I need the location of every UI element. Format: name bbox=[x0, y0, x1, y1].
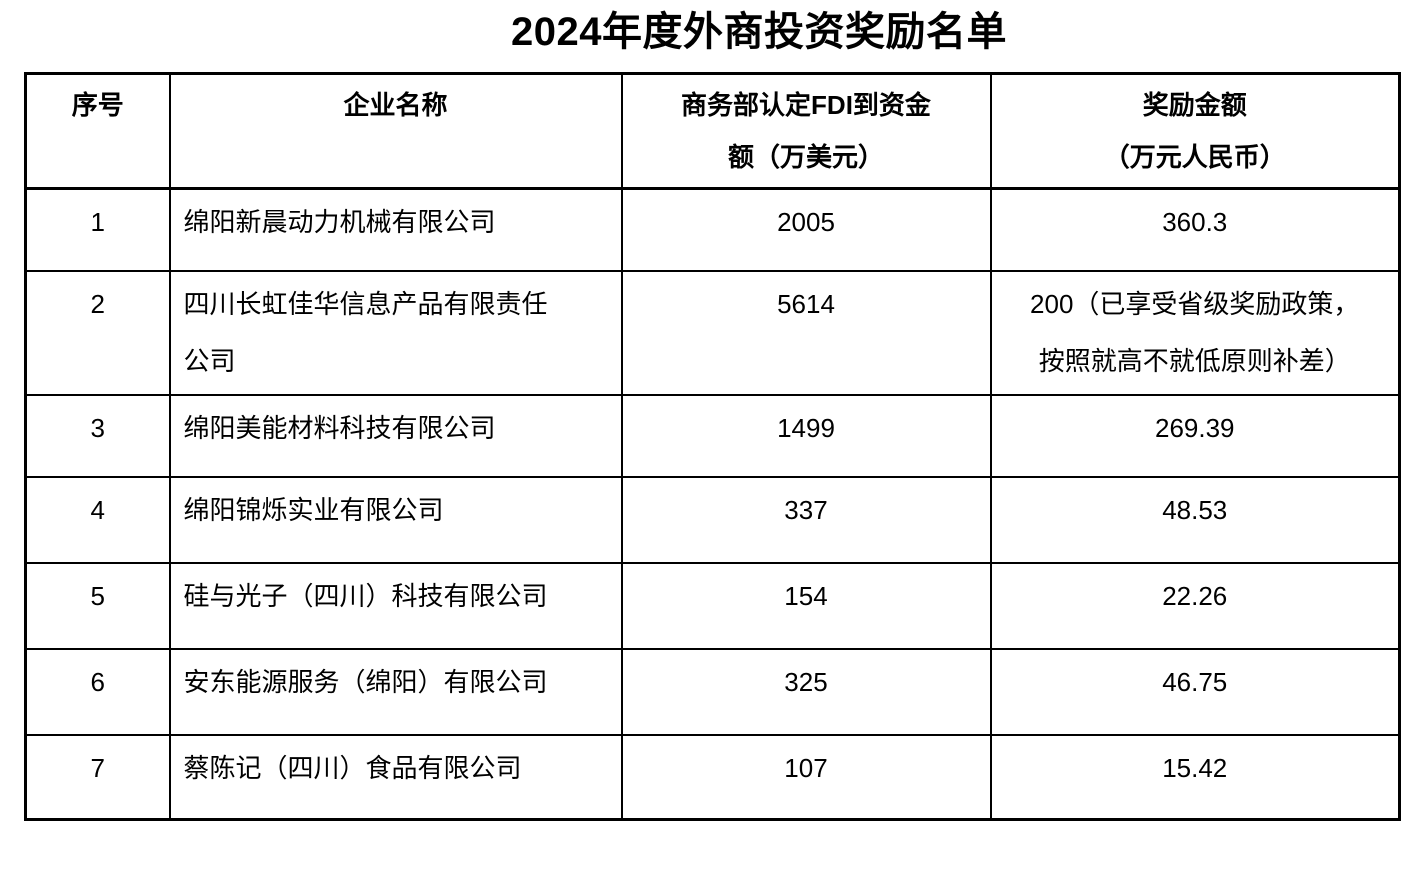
cell-reward-amount: 360.3 bbox=[989, 187, 1401, 272]
cell-company-name: 安东能源服务（绵阳）有限公司 bbox=[168, 647, 623, 736]
reward-table: 序号 企业名称 商务部认定FDI到资金 额（万美元） 奖励金额 （万元人民币） 1 … bbox=[24, 72, 1401, 822]
header-row: 序号 企业名称 商务部认定FDI到资金 额（万美元） 奖励金额 （万元人民币） bbox=[24, 72, 1401, 190]
cell-reward-amount: 48.53 bbox=[989, 475, 1401, 564]
cell-serial: 7 bbox=[24, 733, 171, 821]
cell-company-name: 绵阳美能材料科技有限公司 bbox=[168, 393, 623, 478]
table-row: 1 绵阳新晨动力机械有限公司 2005 360.3 bbox=[24, 187, 1401, 272]
cell-company-name: 硅与光子（四川）科技有限公司 bbox=[168, 561, 623, 650]
col-header-reward: 奖励金额 （万元人民币） bbox=[989, 72, 1401, 190]
cell-reward-amount: 22.26 bbox=[989, 561, 1401, 650]
table-row: 2 四川长虹佳华信息产品有限责任 公司 5614 200（已享受省级奖励政策， 按照… bbox=[24, 269, 1401, 396]
cell-company-name: 蔡陈记（四川）食品有限公司 bbox=[168, 733, 623, 821]
cell-reward-amount: 200（已享受省级奖励政策， 按照就高不就低原则补差） bbox=[989, 269, 1401, 396]
cell-company-name: 绵阳锦烁实业有限公司 bbox=[168, 475, 623, 564]
cell-reward-amount: 15.42 bbox=[989, 733, 1401, 821]
col-header-company: 企业名称 bbox=[168, 72, 623, 190]
table-row: 7 蔡陈记（四川）食品有限公司 107 15.42 bbox=[24, 733, 1401, 821]
cell-fdi-amount: 5614 bbox=[620, 269, 992, 396]
cell-reward-amount: 269.39 bbox=[989, 393, 1401, 478]
page-title: 2024年度外商投资奖励名单 bbox=[511, 10, 1007, 54]
cell-fdi-amount: 1499 bbox=[620, 393, 992, 478]
cell-fdi-amount: 337 bbox=[620, 475, 992, 564]
cell-fdi-amount: 325 bbox=[620, 647, 992, 736]
cell-serial: 6 bbox=[24, 647, 171, 736]
table-row: 3 绵阳美能材料科技有限公司 1499 269.39 bbox=[24, 393, 1401, 478]
cell-fdi-amount: 154 bbox=[620, 561, 992, 650]
cell-company-name: 绵阳新晨动力机械有限公司 bbox=[168, 187, 623, 272]
col-header-fdi: 商务部认定FDI到资金 额（万美元） bbox=[620, 72, 992, 190]
table-row: 5 硅与光子（四川）科技有限公司 154 22.26 bbox=[24, 561, 1401, 650]
cell-serial: 1 bbox=[24, 187, 171, 272]
cell-serial: 5 bbox=[24, 561, 171, 650]
cell-company-name: 四川长虹佳华信息产品有限责任 公司 bbox=[168, 269, 623, 396]
cell-fdi-amount: 2005 bbox=[620, 187, 992, 272]
cell-serial: 4 bbox=[24, 475, 171, 564]
cell-fdi-amount: 107 bbox=[620, 733, 992, 821]
cell-serial: 2 bbox=[24, 269, 171, 396]
table-row: 6 安东能源服务（绵阳）有限公司 325 46.75 bbox=[24, 647, 1401, 736]
table-row: 4 绵阳锦烁实业有限公司 337 48.53 bbox=[24, 475, 1401, 564]
cell-serial: 3 bbox=[24, 393, 171, 478]
col-header-no: 序号 bbox=[24, 72, 171, 190]
cell-reward-amount: 46.75 bbox=[989, 647, 1401, 736]
